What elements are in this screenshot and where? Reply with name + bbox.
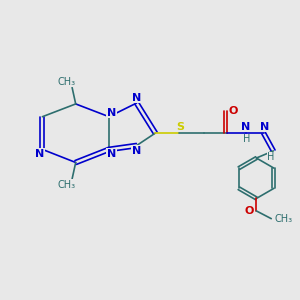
Text: O: O [244, 206, 254, 216]
Text: CH₃: CH₃ [275, 214, 293, 224]
Text: S: S [176, 122, 184, 131]
Text: N: N [241, 122, 250, 131]
Text: H: H [267, 152, 275, 162]
Text: N: N [132, 146, 141, 156]
Text: N: N [107, 148, 116, 159]
Text: N: N [35, 148, 44, 159]
Text: H: H [243, 134, 250, 144]
Text: O: O [229, 106, 238, 116]
Text: N: N [260, 122, 270, 131]
Text: N: N [107, 108, 116, 118]
Text: CH₃: CH₃ [58, 76, 76, 87]
Text: CH₃: CH₃ [58, 180, 76, 190]
Text: N: N [132, 93, 141, 103]
